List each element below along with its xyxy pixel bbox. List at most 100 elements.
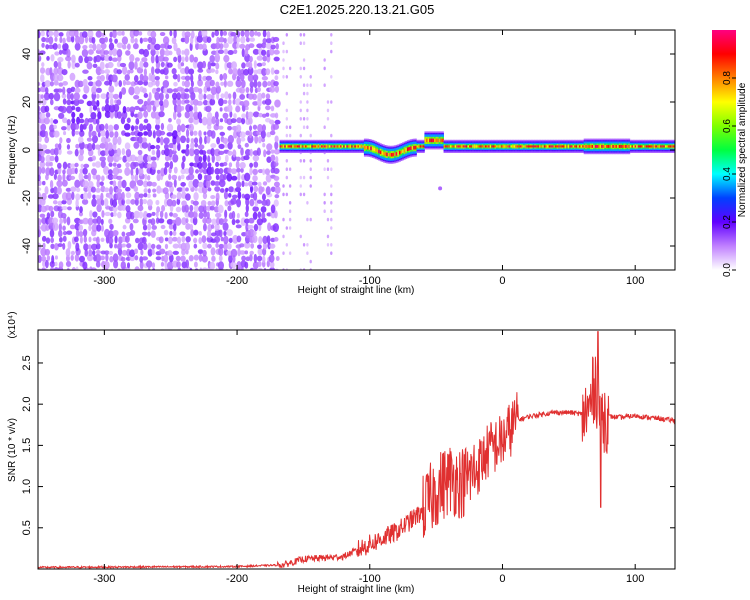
spectrogram-speckle bbox=[129, 54, 135, 63]
spectrogram-speckle bbox=[104, 147, 109, 156]
spectrogram-speckle bbox=[152, 188, 157, 193]
spectrogram-speckle bbox=[146, 155, 152, 162]
spectrogram-speckle bbox=[302, 117, 306, 121]
spectrogram-speckle bbox=[117, 168, 123, 174]
spectrogram-speckle bbox=[222, 112, 229, 119]
spectrogram-carrier-cell bbox=[336, 145, 339, 148]
spectrogram-speckle bbox=[45, 167, 51, 176]
spectrogram-speckle bbox=[220, 81, 225, 86]
spectrogram-speckle bbox=[224, 200, 229, 207]
spectrogram-carrier-cell bbox=[406, 147, 409, 152]
spectrogram-carrier-cell bbox=[402, 149, 405, 154]
spectrogram-carrier-cell bbox=[465, 145, 468, 148]
spectrogram-speckle bbox=[69, 224, 76, 230]
spectrogram-speckle bbox=[299, 33, 302, 37]
spectrogram-speckle bbox=[143, 110, 149, 118]
spectrogram-speckle bbox=[244, 182, 249, 187]
spectrogram-speckle bbox=[323, 58, 326, 62]
spectrogram-speckle bbox=[78, 172, 84, 181]
spectrogram-speckle bbox=[38, 81, 41, 87]
spectrogram-speckle bbox=[104, 103, 111, 113]
spectrogram-speckle bbox=[166, 261, 174, 270]
spectrogram-speckle bbox=[309, 159, 312, 163]
spectrogram-speckle bbox=[155, 217, 160, 224]
spectrogram-speckle bbox=[154, 75, 160, 81]
spectrogram-speckle bbox=[117, 247, 123, 256]
spectrogram-speckle bbox=[53, 67, 59, 75]
spectrogram-speckle bbox=[151, 149, 156, 156]
spectrogram-speckle bbox=[184, 66, 190, 75]
spectrogram-speckle bbox=[166, 88, 174, 94]
spectrogram-speckle bbox=[197, 249, 204, 255]
spectrogram-speckle bbox=[198, 253, 203, 262]
spectrogram-speckle bbox=[124, 167, 131, 176]
spectrogram-speckle bbox=[112, 230, 119, 237]
spectrogram-speckle bbox=[67, 60, 71, 69]
spectrogram-speckle bbox=[237, 172, 241, 182]
spectrogram-speckle bbox=[62, 98, 67, 105]
spectrogram-carrier-cell bbox=[400, 150, 403, 154]
spectrogram-speckle bbox=[91, 223, 99, 233]
spectrogram-speckle bbox=[164, 154, 170, 162]
spectrogram-speckle bbox=[273, 181, 280, 187]
spectrogram-speckle bbox=[53, 92, 61, 102]
spectrogram-carrier-cell bbox=[378, 149, 381, 154]
spectrogram-speckle bbox=[49, 67, 53, 76]
spectrogram-speckle bbox=[207, 162, 212, 168]
spectrogram-speckle bbox=[306, 125, 309, 129]
spectrogram-speckle bbox=[205, 217, 212, 224]
spectrogram-speckle bbox=[206, 36, 212, 43]
spectrogram-speckle bbox=[207, 61, 212, 70]
spectrogram-speckle bbox=[218, 125, 224, 130]
spectrogram-speckle bbox=[272, 223, 280, 232]
spectrogram-speckle bbox=[257, 81, 262, 88]
spectrogram-speckle bbox=[206, 230, 212, 239]
spectrogram-speckle bbox=[65, 192, 72, 201]
spectrogram-speckle bbox=[285, 226, 289, 230]
spectrogram-speckle bbox=[62, 179, 68, 187]
spectrogram-speckle bbox=[309, 167, 312, 171]
spectrogram-speckle bbox=[39, 86, 47, 93]
spectrogram-speckle bbox=[209, 79, 215, 87]
spectrogram-carrier-cell bbox=[303, 145, 306, 148]
spectrogram-speckle bbox=[122, 79, 127, 86]
spectrogram-carrier-cell bbox=[306, 145, 309, 148]
spectrogram-speckle bbox=[166, 250, 173, 257]
spectrogram-speckle bbox=[185, 128, 190, 138]
spectrogram-speckle bbox=[184, 55, 189, 63]
spectrogram-speckle bbox=[206, 124, 212, 130]
spectrogram-speckle bbox=[82, 44, 88, 50]
spectrogram-speckle bbox=[43, 92, 50, 101]
spectrogram-speckle bbox=[107, 142, 113, 151]
spectrogram-speckle bbox=[159, 248, 166, 255]
spectrogram-speckle bbox=[223, 242, 228, 251]
spectrogram-speckle bbox=[270, 149, 275, 154]
spectrogram-speckle bbox=[177, 112, 182, 118]
spectrogram-speckle bbox=[202, 192, 208, 200]
spectrogram-speckle bbox=[171, 68, 177, 75]
spectrogram-speckle bbox=[299, 175, 302, 180]
spectrogram-speckle bbox=[122, 224, 127, 230]
spectrogram-speckle bbox=[185, 217, 189, 224]
spectrogram-y-tick-label: -20 bbox=[21, 190, 33, 206]
spectrogram-speckle bbox=[86, 137, 93, 142]
spectrogram-speckle bbox=[108, 92, 114, 99]
spectrogram-speckle bbox=[202, 99, 209, 106]
spectrogram-speckle bbox=[227, 134, 235, 144]
spectrogram-speckle bbox=[41, 255, 47, 262]
spectrogram-speckle bbox=[256, 62, 263, 67]
spectrogram-speckle bbox=[159, 130, 166, 136]
spectrogram-speckle bbox=[50, 243, 55, 250]
spectrogram-speckle bbox=[326, 117, 330, 121]
spectrogram-carrier-cell bbox=[352, 145, 355, 148]
spectrogram-speckle bbox=[81, 198, 89, 205]
spectrogram-speckle bbox=[74, 162, 79, 168]
spectrogram-speckle bbox=[58, 32, 64, 37]
spectrogram-speckle bbox=[139, 37, 143, 44]
spectrogram-speckle bbox=[269, 261, 275, 269]
spectrogram-speckle bbox=[270, 204, 276, 214]
spectrogram-speckle bbox=[39, 129, 47, 138]
spectrogram-carrier-cell bbox=[612, 144, 615, 148]
spectrogram-speckle bbox=[299, 192, 302, 197]
spectrogram-speckle bbox=[91, 168, 97, 176]
